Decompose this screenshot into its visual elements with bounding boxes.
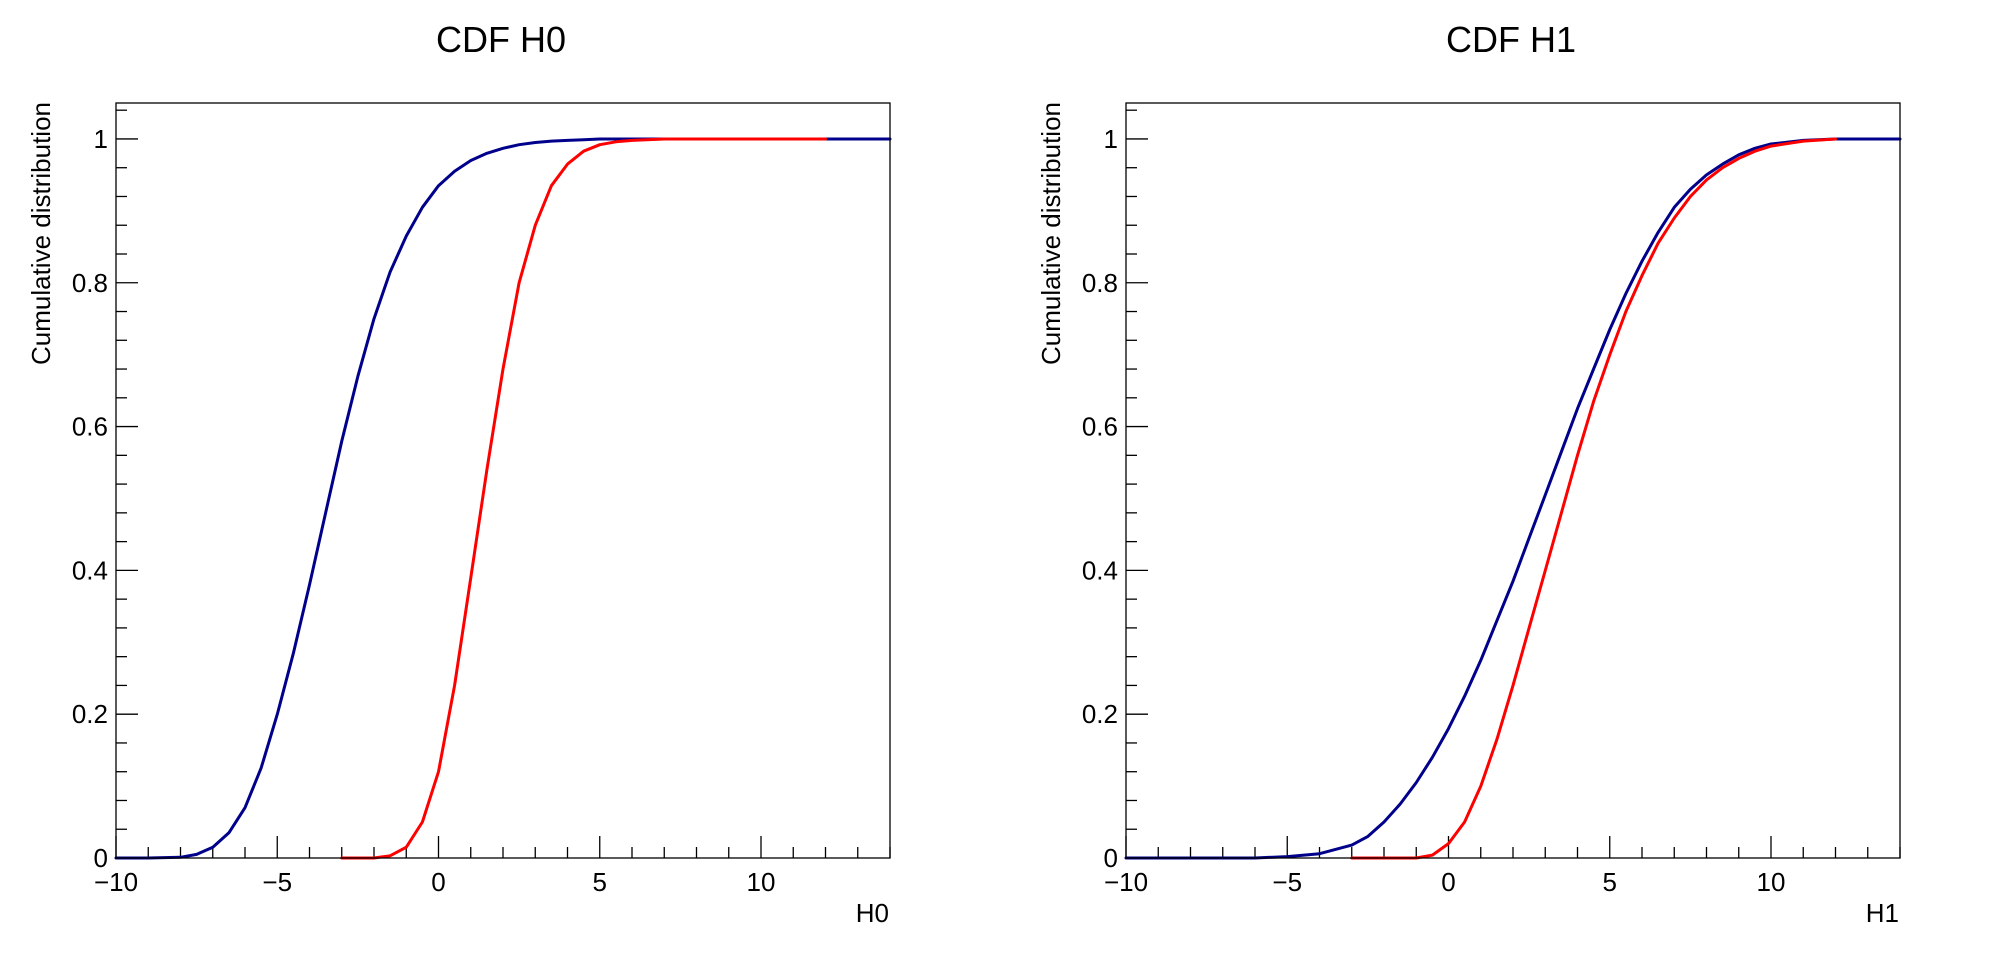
y-tick-label: 0.6: [1082, 412, 1118, 442]
chart-panel-h1: CDF H1 Cumulative distribution H1 −10 −5 0…: [1036, 19, 1902, 928]
y-tick-labels: 0 0.2 0.4 0.6 0.8 1: [72, 124, 108, 873]
x-tick-label: 0: [1441, 867, 1455, 897]
y-axis-label: Cumulative distribution: [1036, 102, 1066, 365]
chart-title: CDF H0: [436, 19, 566, 60]
x-tick-label: 5: [1603, 867, 1617, 897]
y-tick-label: 0.8: [72, 268, 108, 298]
y-axis-label: Cumulative distribution: [26, 102, 56, 365]
x-tick-labels: −10 −5 0 5 10: [1104, 867, 1786, 897]
x-tick-label: −5: [262, 867, 292, 897]
series-line-blue: [1124, 137, 1902, 860]
x-tick-label: 0: [431, 867, 445, 897]
plot-frame: [115, 102, 891, 859]
x-axis-label: H0: [856, 898, 889, 928]
y-tick-label: 0.4: [72, 555, 108, 585]
x-tick-label: 10: [1757, 867, 1786, 897]
series-group: [114, 137, 892, 860]
chart-panel-h0: CDF H0 Cumulative distribution H0 −10 −5 0…: [26, 19, 892, 928]
series-group: [1124, 137, 1902, 860]
x-axis-label: H1: [1866, 898, 1899, 928]
y-tick-label: 0.6: [72, 412, 108, 442]
y-tick-label: 0.2: [1082, 699, 1118, 729]
y-tick-label: 0.8: [1082, 268, 1118, 298]
series-line-red: [340, 137, 827, 860]
series-line-red: [1350, 137, 1837, 860]
x-tick-label: 10: [747, 867, 776, 897]
plot-frame: [1125, 102, 1901, 859]
x-tick-label: −10: [94, 867, 138, 897]
y-tick-label: 1: [94, 124, 108, 154]
y-tick-label: 0: [94, 843, 108, 873]
y-tick-label: 1: [1104, 124, 1118, 154]
x-tick-label: 5: [593, 867, 607, 897]
x-tick-labels: −10 −5 0 5 10: [94, 867, 776, 897]
ticks: [1125, 109, 1901, 859]
y-tick-label: 0.4: [1082, 555, 1118, 585]
x-tick-label: −10: [1104, 867, 1148, 897]
series-line-blue: [114, 137, 892, 860]
ticks: [115, 109, 891, 859]
y-tick-labels: 0 0.2 0.4 0.6 0.8 1: [1082, 124, 1118, 873]
chart-title: CDF H1: [1446, 19, 1576, 60]
x-tick-label: −5: [1272, 867, 1302, 897]
y-tick-label: 0.2: [72, 699, 108, 729]
y-tick-label: 0: [1104, 843, 1118, 873]
